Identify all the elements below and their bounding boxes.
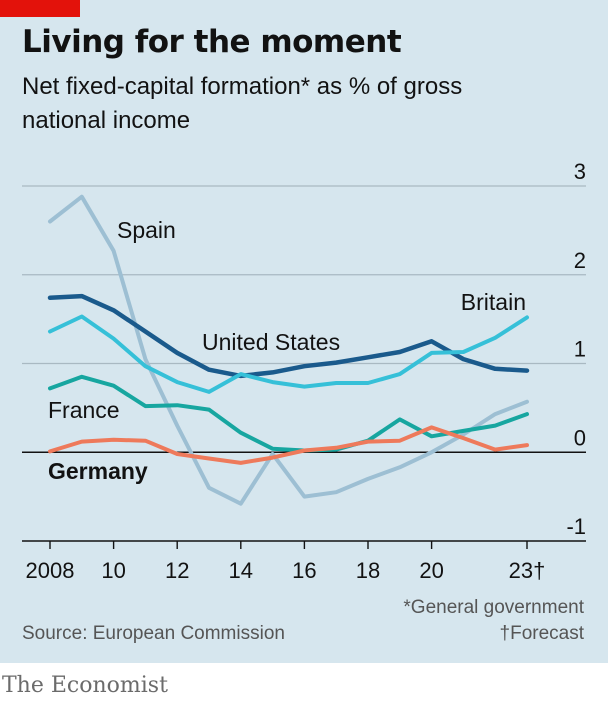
x-tick-2018: 18 <box>356 558 380 583</box>
x-tick-2012: 12 <box>165 558 189 583</box>
footnote-forecast: †Forecast <box>499 623 584 644</box>
series-label-spain: Spain <box>117 217 176 243</box>
chart-subtitle: Net fixed-capital formation* as % of gro… <box>22 73 463 134</box>
y-tick-0: 0 <box>574 425 586 450</box>
economist-logo: The Economist <box>2 673 168 698</box>
y-tick-3: 3 <box>574 159 586 184</box>
series-lines <box>47 194 530 506</box>
x-tick-2014: 14 <box>229 558 253 583</box>
x-tick-2023: 23† <box>509 558 546 583</box>
x-tick-labels: 2008 10 12 14 16 18 20 23† <box>26 541 546 583</box>
series-label-britain: Britain <box>461 289 526 315</box>
y-tick-labels: 3 2 1 0 -1 <box>566 159 586 539</box>
series-label-united-states: United States <box>202 329 340 355</box>
series-line-spain <box>48 194 529 506</box>
series-labels: Spain United States Britain France Germany <box>48 217 526 484</box>
series-label-france: France <box>48 397 120 423</box>
brand-tag <box>0 0 80 17</box>
series-label-germany: Germany <box>48 458 148 484</box>
chart-title: Living for the moment <box>22 24 402 60</box>
y-tick-2: 2 <box>574 248 586 273</box>
source-note: Source: European Commission <box>22 623 285 644</box>
x-tick-2020: 20 <box>419 558 443 583</box>
x-tick-2016: 16 <box>292 558 316 583</box>
x-tick-2010: 10 <box>101 558 125 583</box>
series-line-britain <box>48 314 529 394</box>
series-line-united-states <box>47 293 530 379</box>
footnote-general-government: *General government <box>403 597 584 618</box>
series-line-germany <box>48 425 529 465</box>
y-tick-1: 1 <box>574 337 586 362</box>
x-tick-2008: 2008 <box>26 558 75 583</box>
y-tick-minus-1: -1 <box>566 514 586 539</box>
